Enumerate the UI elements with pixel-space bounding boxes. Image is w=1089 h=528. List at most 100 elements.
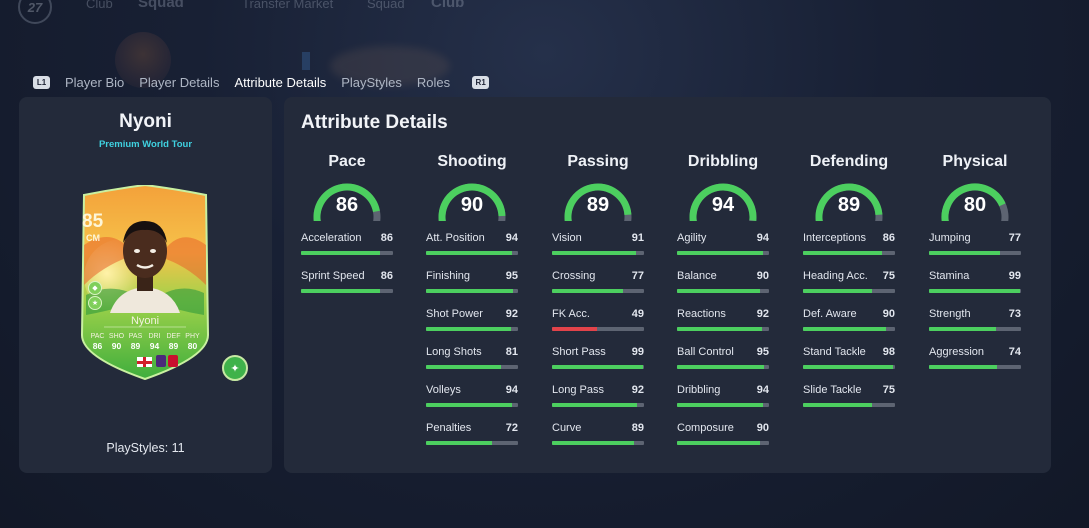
attribute-value: 86 bbox=[380, 232, 393, 244]
gauge-fill bbox=[815, 183, 883, 221]
attribute-bar bbox=[677, 327, 769, 331]
attribute-value: 73 bbox=[1008, 308, 1021, 320]
tab-playstyles[interactable]: PlayStyles bbox=[341, 74, 402, 90]
card-stat-label: DRI bbox=[148, 333, 161, 340]
attribute-row: Shot Power 92 bbox=[426, 308, 518, 346]
attribute-bar-fill bbox=[426, 251, 513, 255]
attribute-bar-fill bbox=[929, 251, 1000, 255]
player-card[interactable]: 85 CM ◆ ★ Nyoni PAC 86 SHO 90 PAS 89 DRI 94 DEF 8… bbox=[74, 185, 248, 381]
attribute-value: 94 bbox=[756, 384, 769, 396]
card-chemistry-icon: ◆ bbox=[88, 281, 102, 295]
category-name: Physical bbox=[942, 153, 1008, 170]
attribute-name: Interceptions bbox=[803, 232, 866, 244]
nav-item-transfer-market[interactable]: Transfer Market bbox=[242, 0, 334, 11]
attribute-value: 99 bbox=[1008, 270, 1021, 282]
gauge-arc bbox=[941, 183, 1009, 221]
gauge-arc bbox=[438, 183, 506, 221]
attribute-value: 77 bbox=[1008, 232, 1021, 244]
attribute-row: Balance 90 bbox=[677, 270, 769, 308]
gauge-fill bbox=[564, 183, 632, 221]
attribute-name: Long Shots bbox=[426, 346, 482, 358]
attribute-bar-fill bbox=[552, 327, 598, 331]
attribute-bar bbox=[426, 403, 518, 407]
attribute-name: Strength bbox=[929, 308, 971, 320]
attribute-value: 86 bbox=[882, 232, 895, 244]
attribute-name: Curve bbox=[552, 422, 582, 434]
attribute-bar bbox=[677, 403, 769, 407]
attribute-row: Long Shots 81 bbox=[426, 346, 518, 384]
attribute-value: 91 bbox=[631, 232, 644, 244]
card-stat-sho: SHO 90 bbox=[107, 332, 126, 351]
attribute-bar bbox=[301, 289, 393, 293]
england-flag-icon bbox=[137, 357, 152, 367]
attribute-bar bbox=[929, 289, 1021, 293]
attribute-name: Def. Aware bbox=[803, 308, 857, 320]
club-badge-icon bbox=[168, 355, 178, 367]
attribute-name: Volleys bbox=[426, 384, 461, 396]
attribute-bar bbox=[803, 403, 895, 407]
r1-button-icon[interactable]: R1 bbox=[472, 75, 490, 89]
category-passing: Passing 89 Vision 91 Crossing 77 FK Acc. 49 Shor… bbox=[552, 153, 644, 445]
attribute-bar-fill bbox=[929, 327, 997, 331]
category-gauge: 86 bbox=[309, 179, 385, 221]
attribute-row: Finishing 95 bbox=[426, 270, 518, 308]
attribute-row: Stamina 99 bbox=[929, 270, 1021, 308]
attribute-bar-fill bbox=[677, 289, 760, 293]
l1-button-icon[interactable]: L1 bbox=[33, 75, 50, 89]
attribute-name: Finishing bbox=[426, 270, 471, 282]
attribute-bar bbox=[677, 289, 769, 293]
attribute-list: Att. Position 94 Finishing 95 Shot Power 92 Lo… bbox=[426, 232, 518, 460]
attribute-name: Shot Power bbox=[426, 308, 483, 320]
attribute-name: Vision bbox=[552, 232, 582, 244]
attribute-bar bbox=[552, 289, 644, 293]
card-rating: 85 bbox=[82, 211, 104, 232]
nav-item-squad-2[interactable]: Squad bbox=[367, 0, 405, 11]
nav-item-squad[interactable]: Squad bbox=[138, 0, 184, 11]
attribute-bar bbox=[803, 327, 895, 331]
attribute-bar-fill bbox=[929, 365, 998, 369]
attribute-list: Vision 91 Crossing 77 FK Acc. 49 Short Pass 99 L… bbox=[552, 232, 644, 460]
attribute-name: Heading Acc. bbox=[803, 270, 868, 282]
attribute-value: 95 bbox=[756, 346, 769, 358]
attribute-bar-fill bbox=[301, 251, 381, 255]
attribute-bar-fill bbox=[803, 289, 872, 293]
playstyle-plus-icon: ✦ bbox=[222, 355, 248, 381]
attribute-row: Crossing 77 bbox=[552, 270, 644, 308]
player-card-panel: Nyoni Premium World Tour bbox=[19, 97, 272, 473]
tab-attribute-details[interactable]: Attribute Details bbox=[234, 74, 327, 90]
attribute-bar-fill bbox=[677, 251, 764, 255]
attribute-value: 77 bbox=[631, 270, 644, 282]
attribute-name: Ball Control bbox=[677, 346, 734, 358]
nav-item-club-2[interactable]: Club bbox=[431, 0, 465, 11]
gauge-arc bbox=[815, 183, 883, 221]
attribute-bar-fill bbox=[552, 403, 637, 407]
attribute-row: Def. Aware 90 bbox=[803, 308, 895, 346]
attribute-name: Acceleration bbox=[301, 232, 362, 244]
category-rating: 80 bbox=[963, 194, 987, 216]
tab-roles[interactable]: Roles bbox=[416, 74, 451, 90]
attribute-bar-fill bbox=[803, 403, 872, 407]
category-shooting: Shooting 90 Att. Position 94 Finishing 95 Shot… bbox=[426, 153, 518, 445]
attribute-bar bbox=[929, 251, 1021, 255]
attribute-name: Penalties bbox=[426, 422, 472, 434]
attribute-bar-fill bbox=[677, 327, 762, 331]
category-pace: Pace 86 Acceleration 86 Sprint Speed 86 bbox=[301, 153, 393, 293]
card-stat-value: 94 bbox=[149, 341, 160, 351]
attribute-value: 72 bbox=[505, 422, 518, 434]
card-frame-graphic bbox=[80, 185, 210, 381]
attribute-bar bbox=[552, 441, 644, 445]
attribute-details-panel: Attribute Details Pace 86 Acceleration 86 Sp… bbox=[284, 97, 1051, 473]
attribute-bar bbox=[426, 289, 518, 293]
attribute-bar bbox=[426, 251, 518, 255]
attribute-bar-fill bbox=[803, 251, 883, 255]
attribute-value: 92 bbox=[756, 308, 769, 320]
tab-player-details[interactable]: Player Details bbox=[139, 74, 220, 90]
tab-player-bio[interactable]: Player Bio bbox=[65, 74, 125, 90]
attribute-value: 81 bbox=[505, 346, 518, 358]
attribute-row: Short Pass 99 bbox=[552, 346, 644, 384]
card-stat-label: PHY bbox=[185, 333, 200, 340]
attribute-name: Aggression bbox=[929, 346, 985, 358]
game-logo: 27 bbox=[18, 0, 52, 24]
nav-item-club[interactable]: Club bbox=[86, 0, 113, 11]
player-name: Nyoni bbox=[119, 111, 172, 132]
